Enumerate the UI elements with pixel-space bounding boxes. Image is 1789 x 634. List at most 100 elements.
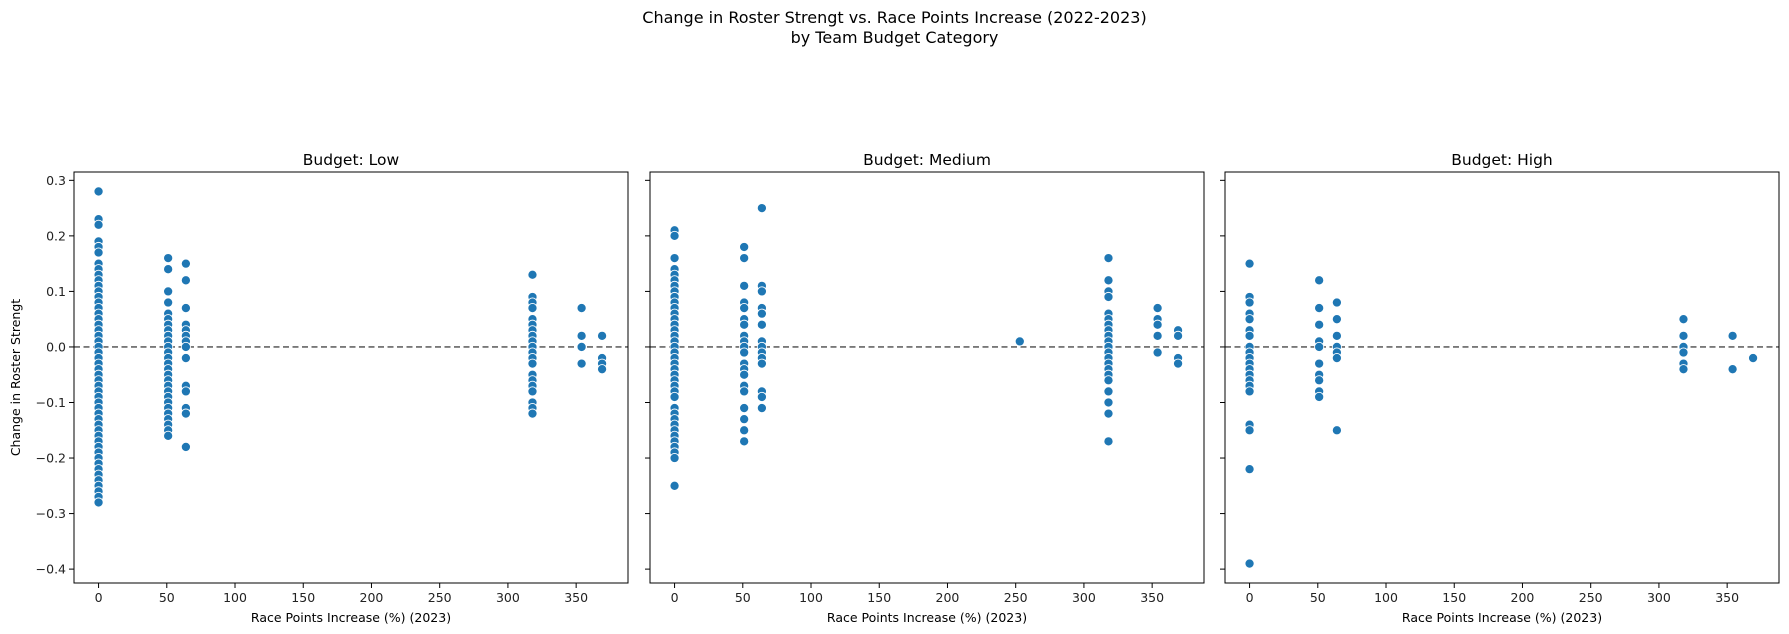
data-point [669,230,680,241]
data-point [1152,303,1163,314]
data-point [576,330,587,341]
data-point [163,264,174,275]
x-axis-label: Race Points Increase (%) (2023) [827,610,1027,625]
data-point [93,247,104,258]
data-point [1314,275,1325,286]
x-tick-label: 300 [1647,590,1671,605]
data-point [756,286,767,297]
data-point [756,203,767,214]
x-tick-label: 350 [564,590,588,605]
y-tick-label: 0.3 [46,173,66,188]
data-point [669,452,680,464]
data-point [1331,314,1342,325]
panel-title: Budget: High [1451,151,1553,169]
data-point [739,303,750,314]
panel-2: Budget: Medium 0 50 100 150 200 250 300 350 Race … [645,151,1205,625]
data-point [527,303,538,314]
data-point [576,341,587,353]
data-point [527,408,538,419]
x-tick-label: 250 [1004,590,1028,605]
y-tick-label: 0.1 [46,284,66,299]
panel-title: Budget: Medium [863,151,991,169]
data-point [669,391,680,402]
data-point [163,297,174,308]
x-tick-label: 50 [735,590,751,605]
y-axis-label: Change in Roster Strengt [8,299,23,456]
data-point [1331,425,1342,436]
data-point [1727,364,1738,375]
data-point [1103,386,1114,397]
data-point [739,319,750,330]
data-point [739,414,750,425]
data-point [739,253,750,264]
data-point [180,408,191,419]
data-point [180,275,191,286]
x-tick-label: 350 [1140,590,1164,605]
plot-frame [73,171,629,584]
data-point [1244,558,1255,569]
x-tick-label: 100 [1374,590,1398,605]
data-point [1173,358,1184,369]
data-point [1103,397,1114,408]
data-point [1314,303,1325,314]
x-tick-label: 0 [1246,590,1254,605]
data-points [93,186,608,508]
data-point [180,441,191,452]
y-tick-label: −0.1 [36,395,66,410]
x-tick-label: 150 [867,590,891,605]
data-point [163,430,174,441]
data-point [1331,330,1342,341]
data-point [527,386,538,397]
data-point [739,280,750,291]
data-point [756,391,767,402]
x-tick-label: 50 [1310,590,1326,605]
data-point [1678,330,1689,341]
data-point [739,436,750,447]
data-point [1244,330,1255,341]
data-point [527,358,538,369]
x-tick-label: 300 [496,590,520,605]
data-points [1244,258,1759,569]
data-point [1014,336,1025,347]
data-point [669,253,680,264]
data-point [1103,275,1114,286]
y-tick-label: −0.3 [36,506,66,521]
data-point [739,386,750,397]
x-tick-label: 100 [799,590,823,605]
y-tick-label: −0.4 [36,562,66,577]
data-point [1678,364,1689,375]
figure-title-line-1: Change in Roster Strengt vs. Race Points… [642,8,1147,27]
data-point [756,319,767,330]
data-point [1331,353,1342,364]
data-point [576,358,587,369]
data-point [1152,319,1163,330]
data-point [1678,347,1689,358]
panel-1: Budget: Low 0 50 100 150 200 250 300 350 −0.4 −0.3… [8,151,629,625]
x-axis-label: Race Points Increase (%) (2023) [251,610,451,625]
x-tick-label: 0 [95,590,103,605]
data-point [739,241,750,253]
data-point [527,269,538,280]
data-point [739,347,750,358]
x-tick-label: 150 [291,590,315,605]
plot-frame [649,171,1205,584]
data-point [1244,258,1255,269]
x-tick-label: 50 [159,590,175,605]
data-point [597,330,608,341]
x-tick-label: 250 [428,590,452,605]
data-point [756,402,767,414]
data-point [597,364,608,375]
data-point [1314,358,1325,369]
y-tick-label: 0.0 [46,339,66,354]
data-point [756,358,767,369]
data-point [1244,425,1255,436]
x-tick-label: 200 [360,590,384,605]
x-tick-label: 100 [223,590,247,605]
data-point [1314,319,1325,330]
data-point [1314,375,1325,386]
figure-title-line-2: by Team Budget Category [790,28,999,47]
figure-title: Change in Roster Strengt vs. Race Points… [0,8,1789,48]
data-point [1152,330,1163,341]
y-tick-label: 0.2 [46,228,66,243]
data-point [1748,353,1759,364]
